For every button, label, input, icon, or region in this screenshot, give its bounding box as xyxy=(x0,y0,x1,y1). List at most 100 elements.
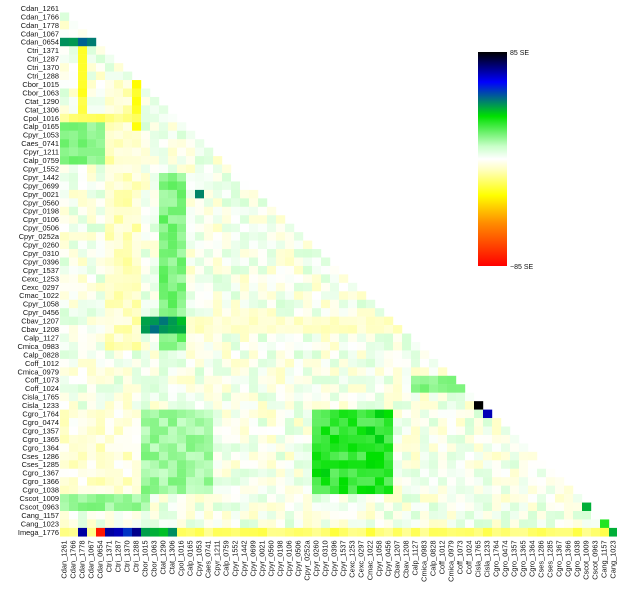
heatmap-cell xyxy=(258,333,268,343)
heatmap-cell xyxy=(474,511,484,520)
heatmap-cell xyxy=(69,198,79,207)
heatmap-cell xyxy=(87,232,97,241)
heatmap-cell xyxy=(483,477,493,486)
heatmap-cell xyxy=(105,232,115,241)
heatmap-cell xyxy=(159,342,169,351)
heatmap-cell xyxy=(447,401,457,410)
heatmap-cell xyxy=(492,527,502,537)
heatmap-cell xyxy=(132,375,142,385)
heatmap-cell xyxy=(204,485,214,495)
heatmap-cell xyxy=(384,384,394,393)
heatmap-cell xyxy=(240,468,250,478)
heatmap-cell xyxy=(447,392,457,402)
heatmap-cell xyxy=(429,460,439,469)
heatmap-cell xyxy=(141,232,151,241)
heatmap-cell xyxy=(384,342,394,351)
heatmap-cell xyxy=(222,299,232,309)
heatmap-cell xyxy=(267,485,277,495)
heatmap-cell xyxy=(96,426,106,436)
heatmap-cell xyxy=(375,384,385,393)
heatmap-cell xyxy=(249,274,259,284)
heatmap-cell xyxy=(150,519,160,529)
heatmap-cell xyxy=(141,468,151,478)
heatmap-cell xyxy=(249,494,259,503)
heatmap-cell xyxy=(114,88,124,98)
heatmap-cell xyxy=(384,401,394,410)
heatmap-cell xyxy=(78,460,88,469)
heatmap-cell xyxy=(231,308,241,317)
row-label: Cpyr_0699 xyxy=(23,181,59,190)
heatmap-cell xyxy=(150,173,160,182)
heatmap-cell xyxy=(294,418,304,427)
heatmap-cell xyxy=(537,477,547,486)
heatmap-cell xyxy=(366,409,376,419)
heatmap-cell xyxy=(195,189,205,199)
heatmap-cell xyxy=(96,189,106,199)
heatmap-cell xyxy=(420,519,430,529)
row-labels: Cdan_1261Cdan_1766Cdan_1778Cdan_1067Cdan… xyxy=(18,4,60,537)
heatmap-cell xyxy=(330,527,340,537)
heatmap-cell xyxy=(240,257,250,267)
heatmap-cell xyxy=(366,451,376,461)
heatmap-cell xyxy=(294,451,304,461)
heatmap-cell xyxy=(366,316,376,326)
heatmap-cell xyxy=(465,527,475,537)
heatmap-cell xyxy=(330,316,340,326)
heatmap-cell xyxy=(213,460,223,469)
heatmap-cell xyxy=(357,494,367,503)
heatmap-cell xyxy=(240,265,250,275)
heatmap-cell xyxy=(114,325,124,334)
heatmap-cell xyxy=(465,426,475,436)
heatmap-cell xyxy=(375,468,385,478)
heatmap-cell xyxy=(132,122,142,131)
heatmap-cell xyxy=(87,139,97,148)
heatmap-cell xyxy=(78,511,88,520)
row-label: Cbav_1207 xyxy=(21,317,59,326)
heatmap-cell xyxy=(501,511,511,520)
row-label: Cgro_1366 xyxy=(22,477,59,486)
heatmap-cell xyxy=(339,502,349,512)
heatmap-cell xyxy=(393,342,403,351)
heatmap-cell xyxy=(78,80,88,89)
heatmap-cell xyxy=(78,494,88,503)
heatmap-cell xyxy=(267,502,277,512)
heatmap-cell xyxy=(114,63,124,72)
heatmap-cell xyxy=(366,325,376,334)
heatmap-cell xyxy=(366,358,376,368)
heatmap-cell xyxy=(96,316,106,326)
heatmap-cell xyxy=(114,181,124,191)
heatmap-cell xyxy=(429,477,439,486)
heatmap-cell xyxy=(420,460,430,469)
heatmap-cell xyxy=(420,451,430,461)
heatmap-cell xyxy=(384,443,394,453)
heatmap-cell xyxy=(78,274,88,284)
row-label: Cgro_0474 xyxy=(22,418,59,427)
heatmap-cell xyxy=(195,401,205,410)
heatmap-cell xyxy=(96,54,106,64)
heatmap-cell xyxy=(69,308,79,317)
heatmap-cell xyxy=(213,409,223,419)
heatmap-cell xyxy=(60,130,70,140)
heatmap-cell xyxy=(438,451,448,461)
heatmap-cell xyxy=(240,409,250,419)
heatmap-cell xyxy=(123,384,133,393)
heatmap-cell xyxy=(276,215,286,224)
heatmap-cell xyxy=(69,519,79,529)
heatmap-cell xyxy=(447,460,457,469)
heatmap-cell xyxy=(123,350,133,360)
heatmap-cell xyxy=(123,105,133,115)
heatmap-cell xyxy=(60,342,70,351)
heatmap-cell xyxy=(78,29,88,38)
heatmap-cell xyxy=(420,494,430,503)
heatmap-cell xyxy=(105,384,115,393)
heatmap-cell xyxy=(78,249,88,258)
heatmap-cell xyxy=(186,308,196,317)
heatmap-cell xyxy=(159,316,169,326)
heatmap-cell xyxy=(555,494,565,503)
heatmap-cell xyxy=(393,485,403,495)
heatmap-cell xyxy=(150,105,160,115)
heatmap-cell xyxy=(375,418,385,427)
heatmap-cell xyxy=(195,460,205,469)
heatmap-cell xyxy=(357,299,367,309)
heatmap-cell xyxy=(87,240,97,250)
